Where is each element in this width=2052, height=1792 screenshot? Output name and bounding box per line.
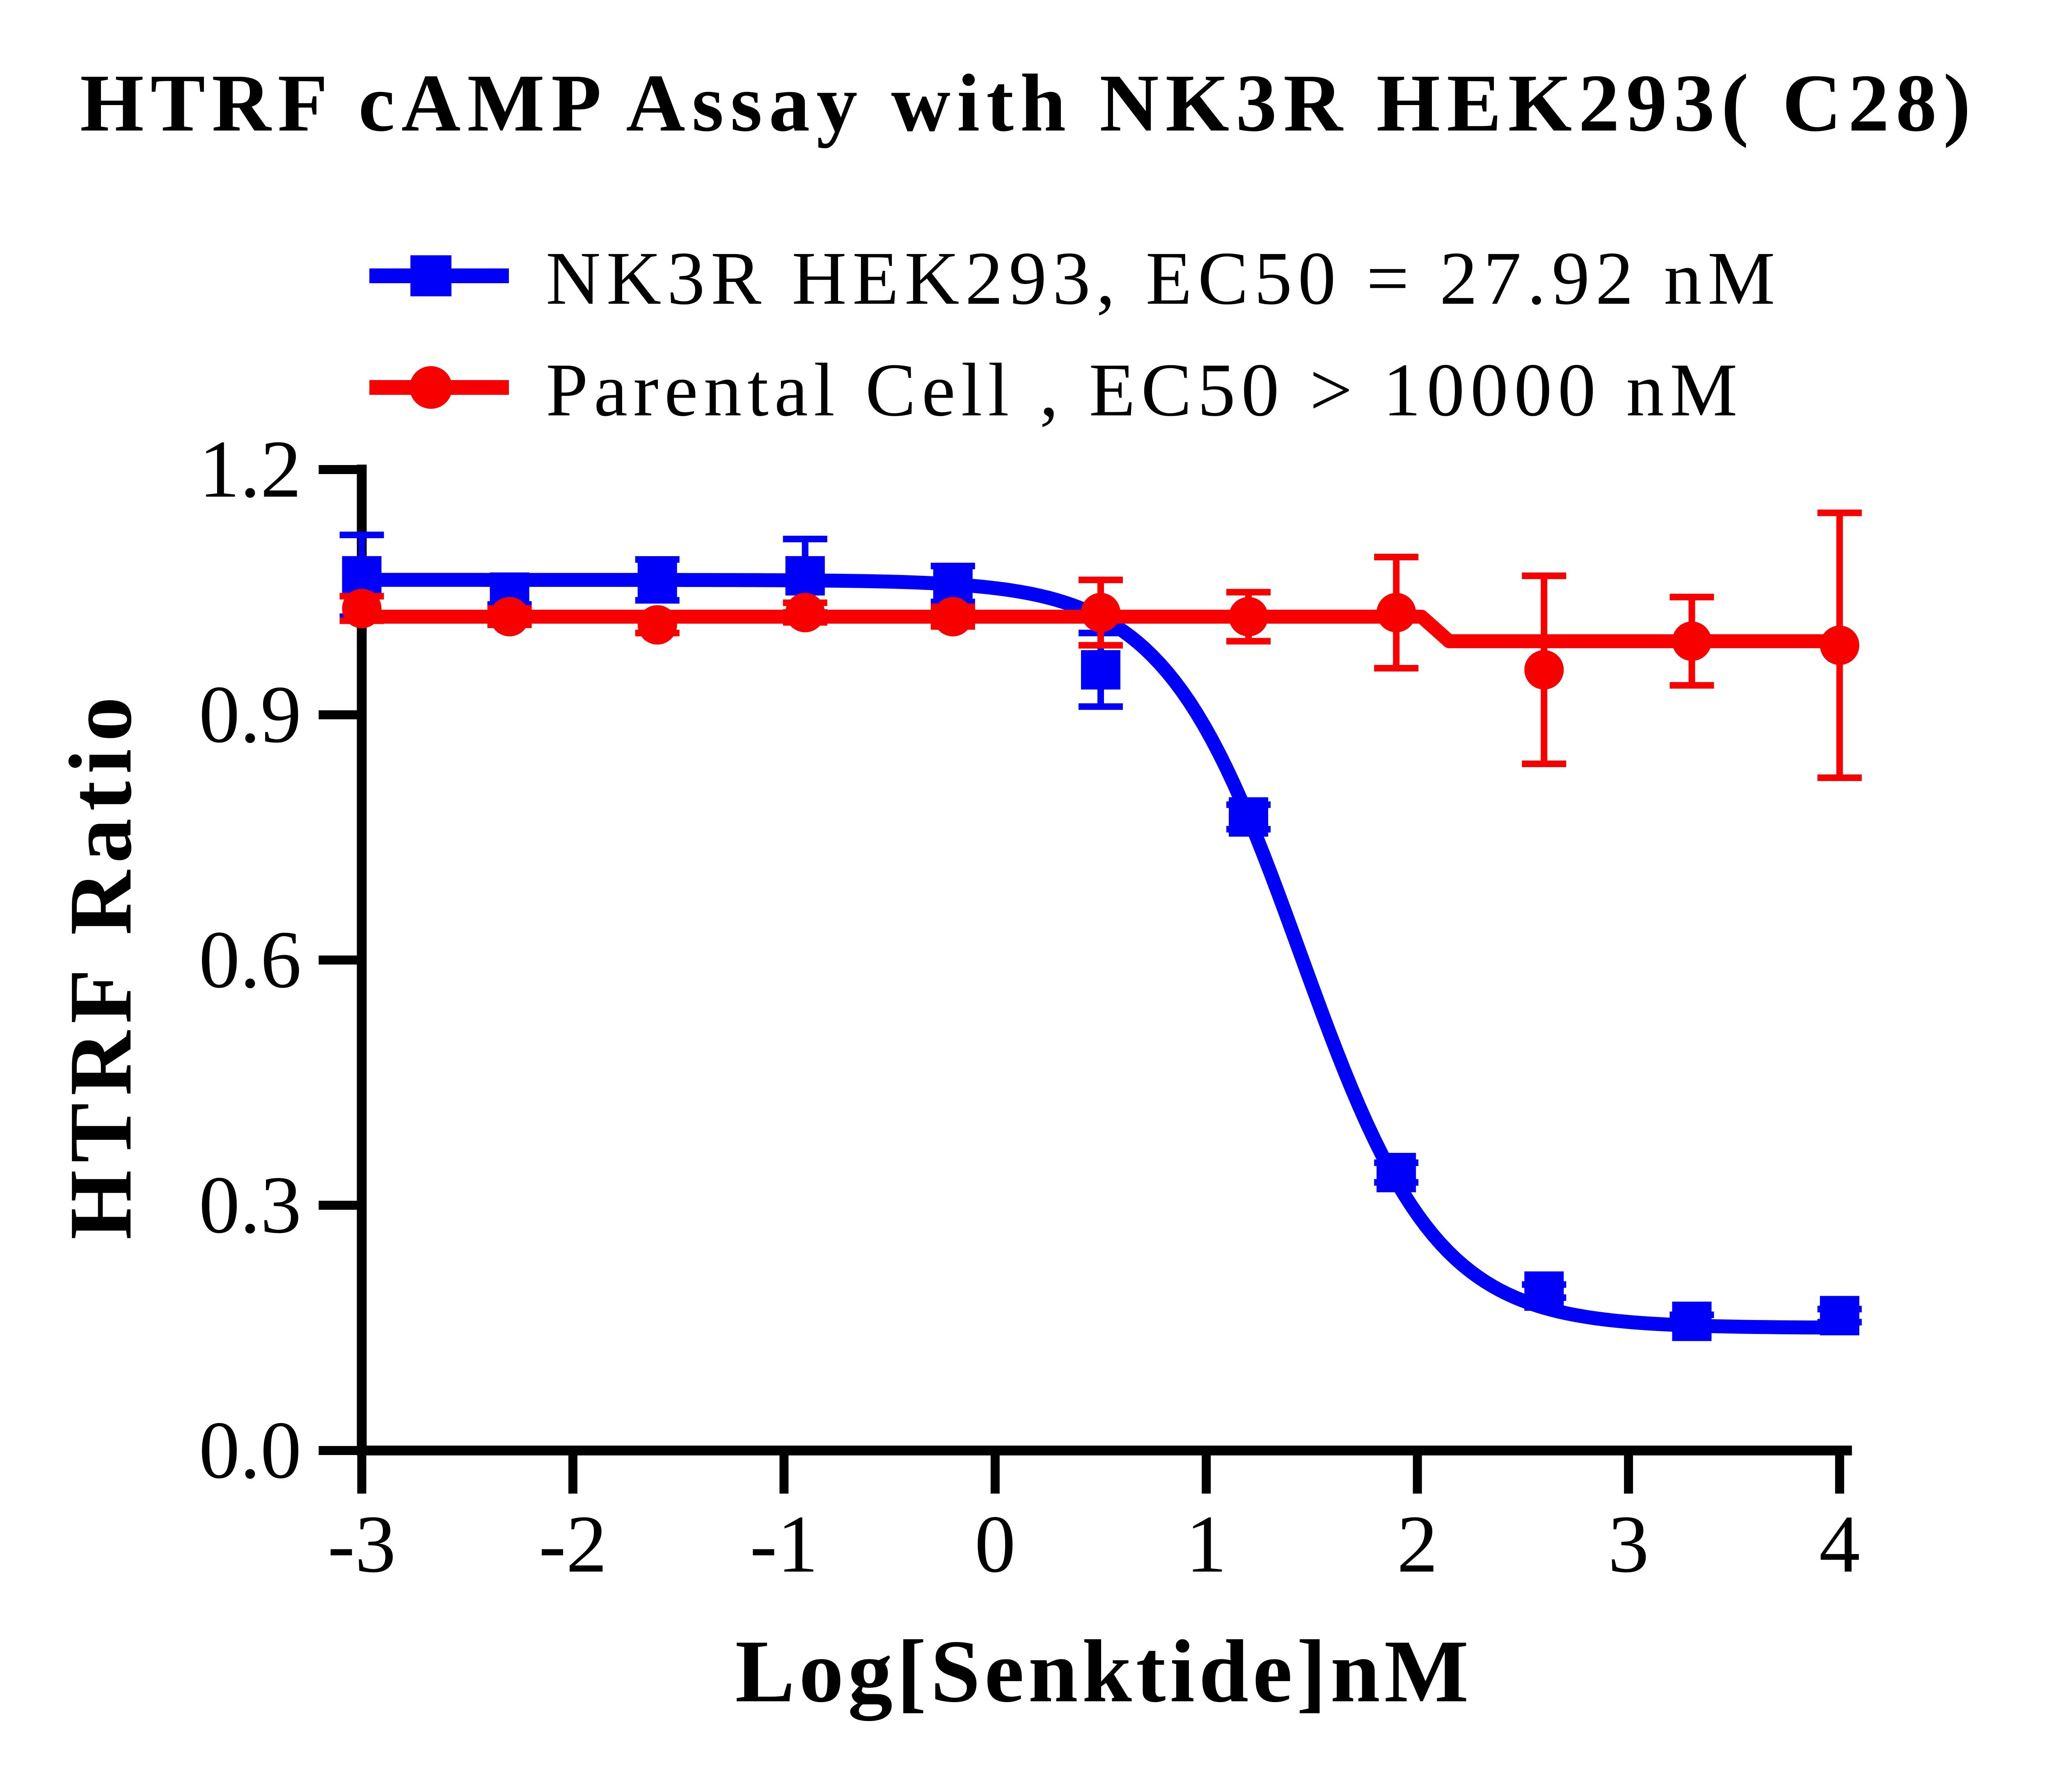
square-marker-nk3r — [1229, 797, 1269, 837]
circle-marker-parental — [785, 593, 825, 632]
circle-marker-parental — [1672, 621, 1712, 661]
fit-curve-parental — [362, 610, 1840, 649]
x-tick-label: 1 — [1186, 1499, 1227, 1590]
y-tick-label: 0.3 — [199, 1160, 302, 1250]
x-tick-label: 4 — [1819, 1499, 1860, 1590]
circle-marker-parental — [1229, 597, 1269, 637]
y-axis-title: HTRF Ratio — [51, 690, 150, 1240]
circle-marker-parental — [1081, 593, 1121, 632]
legend-square-marker-nk3r — [410, 255, 451, 296]
x-tick-label: -2 — [539, 1499, 607, 1590]
x-tick-label: -1 — [750, 1499, 818, 1590]
y-tick-label: 0.9 — [199, 669, 302, 760]
x-tick-label: -3 — [327, 1499, 396, 1590]
legend-circle-marker-parental — [410, 366, 452, 409]
legend-label-parental: Parental Cell , EC50 > 10000 nM — [546, 348, 1743, 432]
square-marker-nk3r — [1524, 1271, 1564, 1311]
square-marker-nk3r — [1081, 650, 1121, 690]
circle-marker-parental — [1820, 626, 1860, 665]
y-tick-label: 0.0 — [199, 1405, 302, 1496]
legend: NK3R HEK293, EC50 = 27.92 nM Parental Ce… — [369, 236, 1781, 432]
x-axis-title: Log[Senktide]nM — [735, 1622, 1473, 1721]
legend-label-nk3r: NK3R HEK293, EC50 = 27.92 nM — [546, 236, 1781, 321]
x-axis-spine — [357, 1446, 1852, 1455]
circle-marker-parental — [490, 597, 529, 637]
y-tick-label: 1.2 — [199, 424, 302, 515]
circle-marker-parental — [933, 597, 973, 637]
square-marker-nk3r — [637, 560, 677, 600]
circle-marker-parental — [637, 605, 677, 645]
x-tick-label: 0 — [975, 1499, 1016, 1590]
x-tick-label: 2 — [1397, 1499, 1438, 1590]
circle-marker-parental — [342, 589, 382, 628]
chart-title: HTRF cAMP Assay with NK3R HEK293( C28) — [80, 58, 1977, 149]
x-tick-label: 3 — [1608, 1499, 1649, 1590]
square-marker-nk3r — [785, 556, 825, 596]
circle-marker-parental — [1524, 650, 1564, 690]
square-marker-nk3r — [1672, 1302, 1712, 1341]
square-marker-nk3r — [1820, 1296, 1860, 1336]
square-marker-nk3r — [1376, 1153, 1416, 1192]
circle-marker-parental — [1376, 593, 1416, 632]
plot-area: 0.0 0.3 0.6 0.9 1.2 -3 -2 -1 0 1 2 3 4 — [199, 424, 1862, 1590]
y-tick-label: 0.6 — [199, 914, 302, 1005]
